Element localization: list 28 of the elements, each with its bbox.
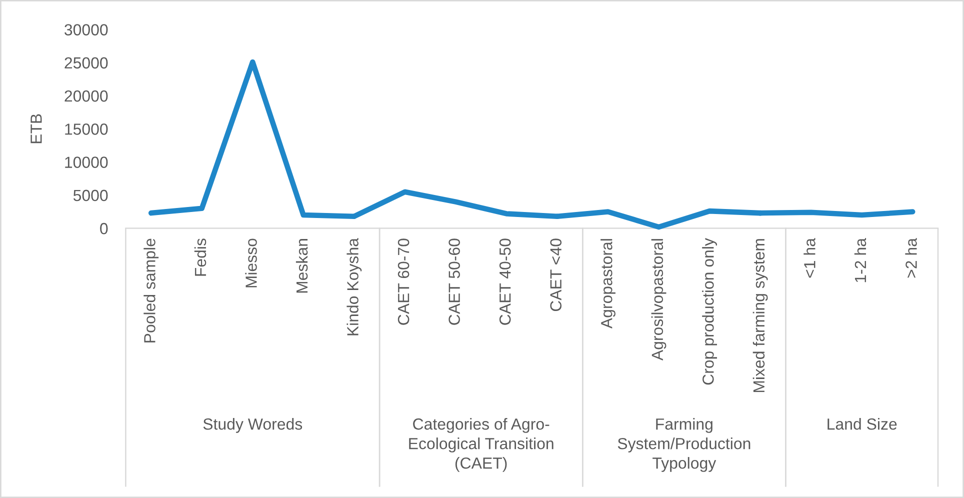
x-tick-label: Kindo Koysha [346,238,362,336]
x-axis-title: Land Size [828,418,897,430]
x-axis-title: Categories of Agro-Ecological Transition (CAET) [409,418,554,472]
x-tick-label: Agropastoral [600,239,616,329]
y-tick-label: 25000 [64,57,108,69]
x-axis-title: Farming System/Production Typology [618,418,750,472]
x-tick-label: Pooled sample [144,238,159,342]
y-tick-label: 0 [100,222,108,234]
y-tick-label: 5000 [73,190,108,202]
x-tick-label: Miesso [245,238,257,288]
x-tick-label: Meskan [296,239,308,293]
x-tick-label: Agrosilvopastoral [651,239,666,360]
x-tick-label: Fedis [194,238,206,276]
x-tick-label: Mixed farming system [752,239,768,392]
x-tick-label: CAET 60-70 [398,238,410,325]
y-tick-label: 10000 [65,156,108,168]
y-tick-label: 30000 [64,24,108,36]
y-tick-label: 15000 [65,124,108,135]
x-tick-label: Crop production only [702,238,717,385]
x-axis-title: Study Woreds [203,418,302,433]
y-tick-label: 20000 [64,90,108,102]
x-tick-label: >2 ha [905,238,917,278]
x-tick-label: CAET 40-50 [499,238,511,325]
y-axis-title: ETB [30,114,42,144]
x-tick-label: CAET 50-60 [448,238,460,325]
x-tick-label: CAET <40 [550,238,562,312]
x-tick-label: 1-2 ha [854,238,866,282]
x-tick-label: <1 ha [804,238,816,278]
